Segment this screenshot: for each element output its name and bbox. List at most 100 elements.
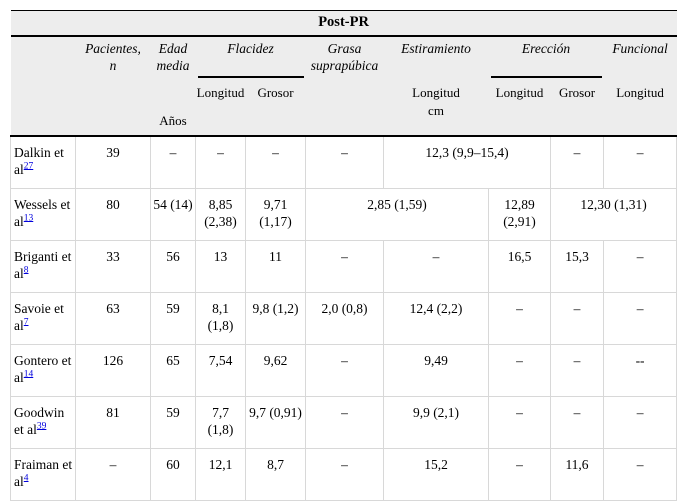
- value-cell: 11: [245, 240, 306, 293]
- reference-link[interactable]: 13: [23, 213, 34, 223]
- col-header-pacientes: Pacientes, n: [75, 36, 151, 137]
- reference-link[interactable]: 27: [23, 161, 34, 171]
- value-cell: 54 (14): [150, 188, 196, 241]
- col-header-author-empty: [10, 36, 76, 137]
- post-pr-table: Post-PR Pacientes, n Edad media Flacidez G…: [10, 10, 678, 501]
- author-cell: Dalkin et al27: [10, 135, 76, 189]
- value-cell: 12,1: [195, 448, 246, 501]
- table-row: Savoie et al7 63 59 8,1 (1,8) 9,8 (1,2) 2,0 (…: [10, 292, 678, 345]
- estiramiento-label: Estiramiento: [401, 41, 471, 56]
- reference-superscript: 8: [24, 265, 29, 275]
- author-cell: Wessels et al13: [10, 188, 76, 241]
- value-cell: –: [488, 396, 551, 449]
- value-cell: 2,0 (0,8): [305, 292, 384, 345]
- value-cell: 80: [75, 188, 151, 241]
- author-name: Goodwin et al: [14, 405, 65, 437]
- col-header-ereccion: Erección: [488, 36, 604, 82]
- reference-link[interactable]: 4: [23, 473, 29, 483]
- value-cell: –: [305, 240, 384, 293]
- post-pr-table-container: Post-PR Pacientes, n Edad media Flacidez G…: [10, 10, 678, 501]
- value-cell: 60: [150, 448, 196, 501]
- pacientes-label-line1: Pacientes,: [85, 41, 141, 56]
- value-cell: –: [488, 344, 551, 397]
- reference-link[interactable]: 8: [23, 265, 29, 275]
- col-header-grasa-suprapubica: Grasa suprapúbica: [305, 36, 384, 137]
- reference-superscript: 4: [24, 473, 29, 483]
- value-cell: –: [602, 448, 678, 501]
- value-cell: 7,7 (1,8): [195, 396, 246, 449]
- col-header-edad: Edad media: [150, 36, 196, 82]
- value-cell: 33: [75, 240, 151, 293]
- reference-superscript: 14: [24, 369, 34, 379]
- value-cell: --: [602, 344, 678, 397]
- table-row: Gontero et al14 126 65 7,54 9,62–9,49– – --: [10, 344, 678, 397]
- sub-header-edad-unit: Años: [150, 82, 196, 137]
- value-cell: 9,49: [383, 344, 489, 397]
- value-cell: 59: [150, 292, 196, 345]
- sub-header-ereccion-longitud: Longitud: [488, 82, 551, 137]
- edad-label-line1: Edad: [158, 41, 188, 56]
- sub-header-flacidez-grosor: Grosor: [245, 82, 306, 137]
- sub-header-estiramiento-longitud-cm: Longitud cm: [383, 82, 489, 137]
- value-cell: 8,7: [245, 448, 306, 501]
- value-cell: –: [550, 344, 604, 397]
- ereccion-label: Erección: [521, 41, 571, 56]
- author-name: Gontero et al: [14, 353, 72, 385]
- value-cell: 11,6: [550, 448, 604, 501]
- value-cell: –: [305, 448, 384, 501]
- value-cell: –: [550, 135, 604, 189]
- grasa-label-line2: suprapúbica: [310, 58, 379, 73]
- author-cell: Goodwin et al39: [10, 396, 76, 449]
- table-body: Dalkin et al27 39– – – –12,3 (9,9–15,4) – – Wes…: [10, 135, 678, 501]
- value-cell: –: [383, 240, 489, 293]
- col-header-funcional: Funcional: [603, 36, 677, 82]
- author-cell: Fraiman et al4: [10, 448, 76, 501]
- value-cell: –: [550, 292, 604, 345]
- header-sub-row: Años Longitud Grosor Longitud cm Longitud…: [11, 82, 677, 137]
- reference-link[interactable]: 39: [36, 421, 47, 431]
- table-row: Dalkin et al27 39– – – –12,3 (9,9–15,4) – –: [10, 135, 678, 189]
- table-row: Fraiman et al4–60 12,1 8,7–15,2–11,6–: [10, 448, 678, 501]
- author-cell: Briganti et al8: [10, 240, 76, 293]
- value-cell: 7,54: [195, 344, 246, 397]
- value-cell: 9,62: [245, 344, 306, 397]
- author-name: Wessels et al: [14, 197, 71, 229]
- table-title: Post-PR: [10, 10, 677, 37]
- value-cell: 13: [195, 240, 246, 293]
- value-cell: –: [488, 448, 551, 501]
- value-cell: –: [602, 240, 678, 293]
- table-title-row: Post-PR: [10, 10, 677, 37]
- reference-link[interactable]: 7: [23, 317, 29, 327]
- value-cell: 12,89 (2,91): [488, 188, 551, 241]
- value-cell: 126: [75, 344, 151, 397]
- sub-header-ereccion-grosor: Grosor: [550, 82, 604, 137]
- value-cell: –: [75, 448, 151, 501]
- author-cell: Savoie et al7: [10, 292, 76, 345]
- value-cell: 15,2: [383, 448, 489, 501]
- table-row: Goodwin et al39 81 59 7,7 (1,8) 9,7 (0,91) –9…: [10, 396, 678, 449]
- estiramiento-longitud-label: Longitud: [412, 85, 460, 100]
- value-cell: –: [602, 292, 678, 345]
- grasa-label-line1: Grasa: [327, 41, 362, 56]
- funcional-label: Funcional: [612, 41, 668, 56]
- sub-header-funcional-longitud: Longitud: [603, 82, 677, 137]
- value-cell: 12,30 (1,31): [549, 188, 678, 241]
- value-cell: 9,7 (0,91): [245, 396, 306, 449]
- reference-link[interactable]: 14: [23, 369, 34, 379]
- value-cell: 65: [150, 344, 196, 397]
- value-cell: 81: [75, 396, 151, 449]
- value-cell: 56: [150, 240, 196, 293]
- value-cell: –: [150, 135, 196, 189]
- estiramiento-cm-label: cm: [428, 103, 444, 118]
- reference-superscript: 13: [24, 213, 34, 223]
- value-cell: 9,71 (1,17): [245, 188, 306, 241]
- value-cell: 2,85 (1,59): [305, 188, 489, 241]
- value-cell: –: [305, 396, 384, 449]
- value-cell: –: [305, 344, 384, 397]
- value-cell: 8,85 (2,38): [195, 188, 246, 241]
- value-cell: –: [602, 396, 678, 449]
- value-cell: –: [602, 135, 678, 189]
- value-cell: 59: [150, 396, 196, 449]
- value-cell: –: [550, 396, 604, 449]
- value-cell: 8,1 (1,8): [195, 292, 246, 345]
